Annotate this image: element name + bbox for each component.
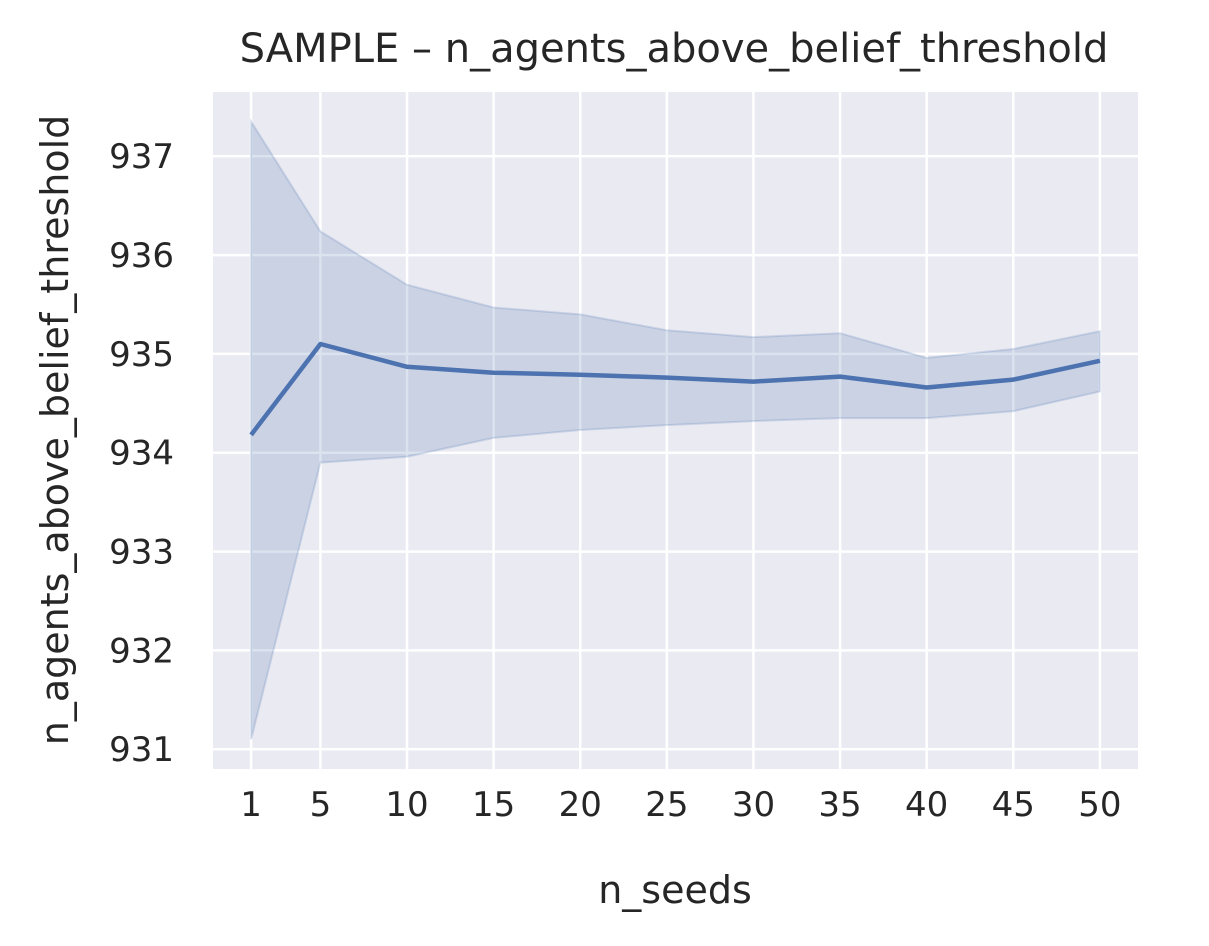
y-tick-label: 933 bbox=[109, 533, 174, 573]
x-tick-label: 10 bbox=[385, 785, 428, 825]
x-tick-label: 5 bbox=[310, 785, 332, 825]
x-tick-label: 25 bbox=[645, 785, 688, 825]
x-tick-label: 15 bbox=[472, 785, 515, 825]
x-tick-label: 40 bbox=[905, 785, 948, 825]
y-tick-label: 937 bbox=[109, 137, 174, 177]
x-tick-labels: 1 5 10 15 20 25 30 35 40 45 50 bbox=[240, 785, 1121, 825]
x-tick-label: 30 bbox=[732, 785, 775, 825]
x-tick-label: 50 bbox=[1078, 785, 1121, 825]
y-tick-label: 931 bbox=[109, 730, 174, 770]
x-tick-label: 1 bbox=[240, 785, 262, 825]
y-tick-labels: 931 932 933 934 935 936 937 bbox=[109, 137, 174, 770]
y-axis-title: n_agents_above_belief_threshold bbox=[33, 115, 77, 746]
plot-background bbox=[213, 92, 1138, 769]
x-tick-label: 20 bbox=[559, 785, 602, 825]
y-tick-label: 936 bbox=[109, 236, 174, 276]
chart-title: SAMPLE – n_agents_above_belief_threshold bbox=[240, 26, 1109, 72]
y-tick-label: 932 bbox=[109, 631, 174, 671]
y-tick-label: 934 bbox=[109, 434, 174, 474]
x-axis-title: n_seeds bbox=[598, 868, 752, 912]
grid-lines bbox=[213, 92, 1138, 769]
x-tick-label: 45 bbox=[992, 785, 1035, 825]
confidence-band bbox=[250, 118, 1101, 740]
y-tick-label: 935 bbox=[109, 335, 174, 375]
series-line bbox=[249, 341, 1101, 437]
x-tick-label: 35 bbox=[818, 785, 861, 825]
